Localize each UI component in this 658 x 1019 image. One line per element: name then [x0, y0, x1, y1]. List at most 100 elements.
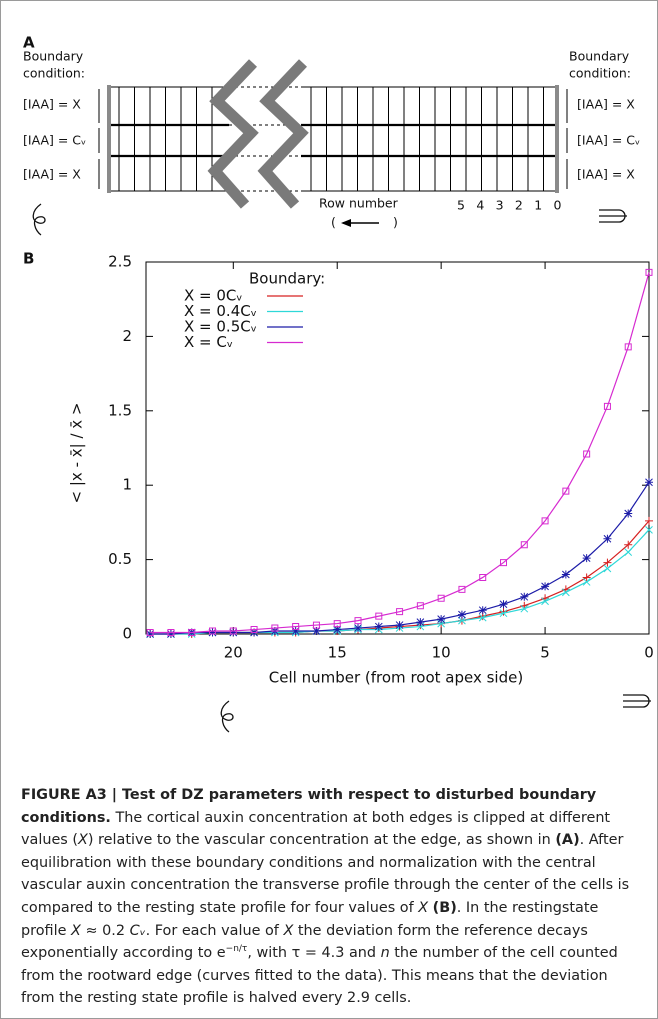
series-line	[150, 520, 650, 635]
data-point	[271, 624, 279, 632]
data-point	[520, 604, 529, 613]
plot-frame	[145, 261, 650, 635]
y-tick-label: 1.5	[108, 401, 132, 419]
data-point	[354, 617, 362, 625]
caption-text: . After equilibration with these boundar…	[21, 832, 630, 916]
heading: condition:	[569, 66, 631, 81]
caption-text: the deviation form the reference decays …	[21, 922, 588, 962]
figure-graphics: A Boundary condition: [IAA] = X [IAA] = …	[23, 34, 654, 733]
data-point	[541, 517, 549, 525]
paren: )	[393, 215, 398, 230]
data-point	[583, 450, 591, 458]
data-point	[541, 597, 549, 606]
row-number: 3	[496, 198, 504, 213]
caption-text: . In the restingstate profile	[21, 899, 599, 939]
caption-text: ) relative to the vascular concentration…	[87, 832, 556, 849]
caption-text: the number of the cell counted from the …	[21, 945, 618, 1007]
data-point	[457, 610, 466, 619]
data-point	[603, 534, 612, 543]
paren: (	[331, 215, 336, 230]
y-axis-label: < |x - x̄| / x̄ >	[68, 403, 86, 504]
data-point	[167, 629, 175, 637]
heading: condition:	[23, 66, 85, 81]
data-point	[541, 582, 550, 591]
caption-text: (A)	[555, 832, 580, 849]
data-point	[209, 627, 217, 635]
data-point	[208, 628, 217, 637]
caption-text: Cᵥ	[129, 922, 146, 939]
data-point	[499, 600, 508, 609]
x-tick-label: 0	[644, 644, 654, 662]
legend-title: Boundary:	[249, 270, 325, 288]
row-number: 0	[554, 198, 562, 213]
data-point	[437, 615, 446, 624]
cell-grid	[107, 85, 559, 193]
data-point	[603, 402, 611, 410]
caption-text: ≈ 0.2	[80, 922, 130, 939]
y-tick-label: 0	[122, 625, 132, 643]
data-point	[333, 625, 342, 634]
data-point	[146, 629, 154, 637]
data-point	[375, 612, 383, 620]
caption-text: X	[418, 899, 429, 916]
data-point	[312, 621, 320, 629]
panel-label: A	[23, 34, 35, 52]
data-point	[166, 630, 175, 638]
data-point	[374, 622, 383, 631]
caption-text: −n/τ	[225, 944, 248, 955]
data-point	[582, 573, 591, 582]
data-point	[188, 629, 196, 637]
row-arrow	[341, 219, 379, 227]
y-tick-label: 0.5	[108, 550, 132, 568]
data-point	[582, 554, 591, 563]
x-tick-label: 15	[328, 644, 347, 662]
data-point	[458, 616, 466, 625]
data-point	[250, 626, 258, 634]
row-number: 4	[476, 198, 484, 213]
data-point	[624, 540, 633, 549]
data-point	[458, 585, 466, 593]
caption-text: . For each value of	[145, 922, 284, 939]
boundary-arrows	[98, 89, 568, 189]
data-point	[561, 570, 570, 579]
legend-label: X = 0.5Cᵥ	[184, 318, 257, 336]
caption: FIGURE A3 | Test of DZ parameters with r…	[21, 784, 643, 1010]
data-point	[645, 478, 653, 487]
data-point	[624, 548, 633, 557]
data-point	[582, 578, 591, 586]
data-point	[499, 609, 508, 618]
legend-label: X = 0Cᵥ	[184, 287, 243, 305]
panel-label: B	[23, 250, 34, 268]
data-point	[500, 559, 508, 567]
caption-text: X	[283, 922, 294, 939]
row-number: 5	[457, 198, 465, 213]
data-point	[437, 594, 445, 602]
data-point	[291, 627, 300, 636]
data-point	[229, 627, 237, 635]
data-point	[645, 525, 653, 534]
data-point	[478, 606, 487, 615]
caption-text: , with τ = 4.3 and	[247, 945, 381, 962]
data-point	[624, 509, 633, 518]
data-point	[292, 623, 300, 631]
row-label: [IAA] = Cᵥ	[577, 133, 640, 148]
data-point	[396, 608, 404, 616]
legend-label: X = Cᵥ	[184, 333, 233, 351]
x-axis-label: Cell number (from root apex side)	[269, 669, 523, 687]
caption-text: (B)	[432, 899, 457, 916]
break-symbol	[207, 59, 309, 209]
x-tick-label: 5	[540, 644, 550, 662]
data-point	[520, 592, 529, 601]
series-line	[150, 529, 650, 635]
series-line	[150, 272, 650, 634]
row-number: 2	[515, 198, 523, 213]
legend-label: X = 0.4Cᵥ	[184, 302, 257, 320]
data-point	[562, 487, 570, 495]
y-tick-label: 2	[122, 327, 132, 345]
root-base-icon	[599, 209, 651, 708]
x-tick-label: 20	[224, 644, 243, 662]
row-label: [IAA] = Cᵥ	[23, 133, 86, 148]
heading: Boundary	[23, 49, 84, 64]
caption-text: The cortical auxin concentration at both…	[21, 809, 611, 849]
